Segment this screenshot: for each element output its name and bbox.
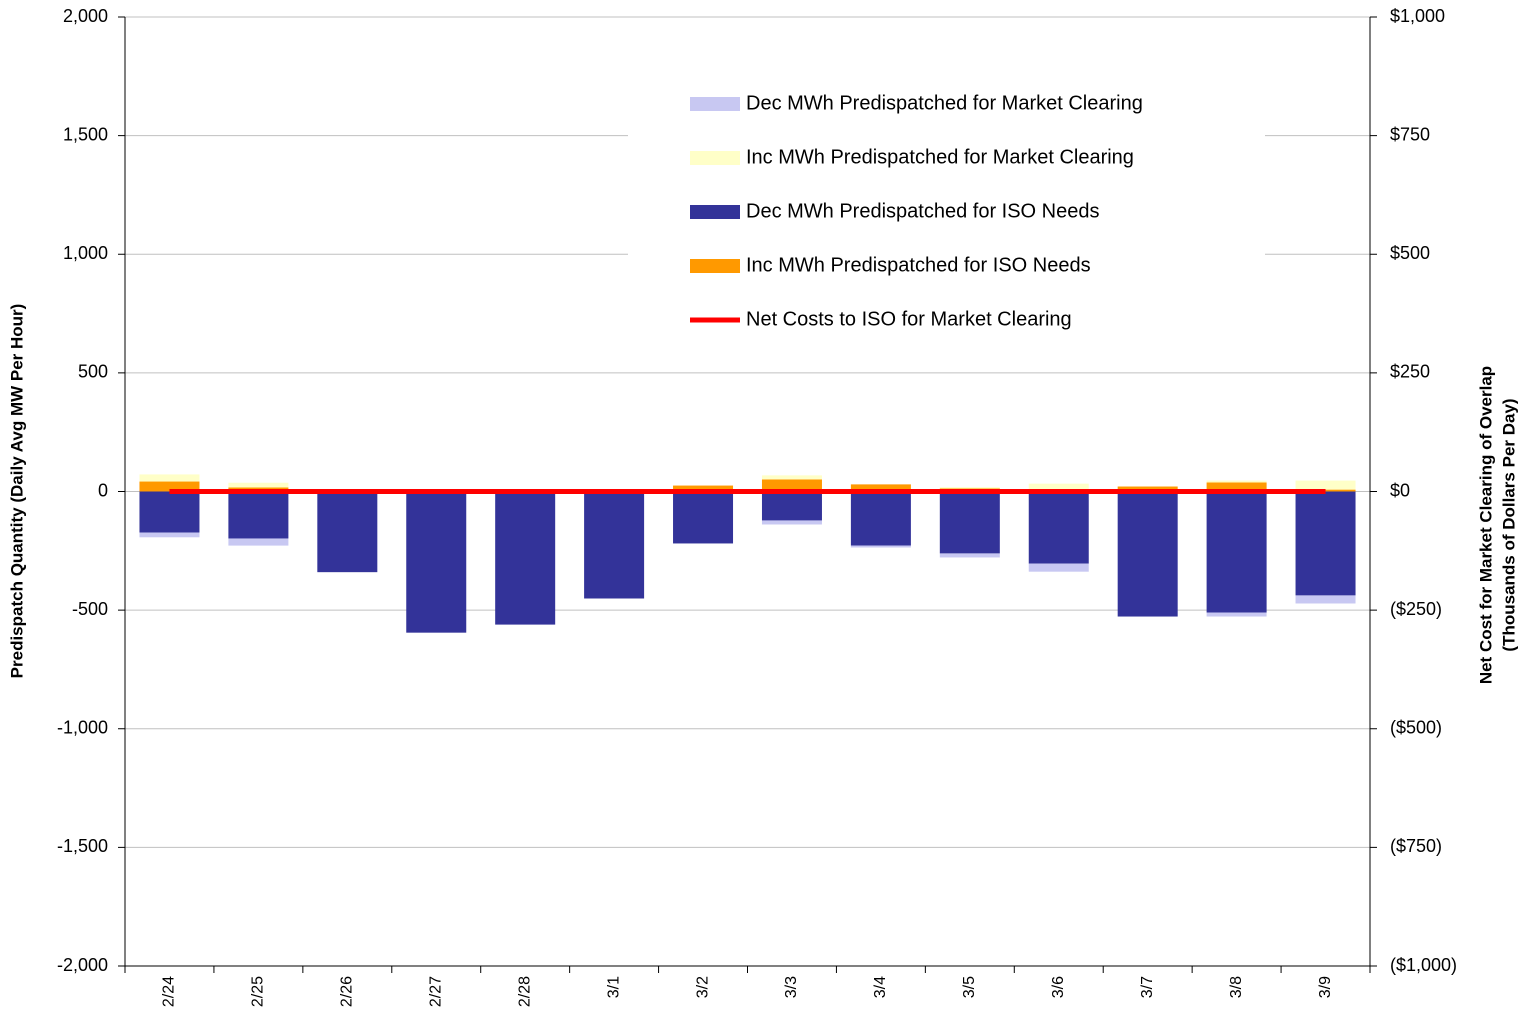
y2-tick-label: $500 xyxy=(1390,243,1430,263)
y2-tick-label: $1,000 xyxy=(1390,6,1445,26)
x-tick-label: 3/3 xyxy=(783,976,800,998)
bar xyxy=(1295,595,1356,604)
x-tick-label: 2/25 xyxy=(250,976,267,1007)
y2-tick-label: ($1,000) xyxy=(1390,955,1457,975)
bar xyxy=(673,491,734,544)
bar xyxy=(1206,480,1267,483)
y-axis-label: Predispatch Quantity (Daily Avg MW Per H… xyxy=(7,304,26,679)
y-tick-label: -2,000 xyxy=(57,955,108,975)
x-tick-label: 3/8 xyxy=(1228,976,1245,998)
bar xyxy=(673,485,734,492)
bar xyxy=(850,484,911,492)
x-tick-label: 2/24 xyxy=(161,976,178,1007)
legend-swatch xyxy=(690,97,740,111)
x-tick-label: 3/1 xyxy=(605,976,622,998)
bar xyxy=(1206,491,1267,613)
y-tick-label: -500 xyxy=(72,599,108,619)
legend-swatch xyxy=(690,151,740,165)
bar xyxy=(139,481,200,492)
x-tick-label: 3/7 xyxy=(1139,976,1156,998)
bar xyxy=(761,479,822,492)
y-tick-label: 1,000 xyxy=(63,243,108,263)
y2-axis-label: (Thousands of Dollars Per Day) xyxy=(1499,398,1518,651)
bar xyxy=(139,491,200,533)
x-tick-label: 2/27 xyxy=(427,976,444,1007)
y2-tick-label: ($750) xyxy=(1390,836,1442,856)
bar xyxy=(761,491,822,521)
bar xyxy=(1295,491,1356,596)
x-tick-label: 3/9 xyxy=(1317,976,1334,998)
y2-tick-label: $0 xyxy=(1390,480,1410,500)
bar xyxy=(850,545,911,548)
legend-label: Inc MWh Predispatched for ISO Needs xyxy=(746,254,1091,276)
x-tick-label: 2/28 xyxy=(516,976,533,1007)
y-tick-label: 0 xyxy=(98,480,108,500)
y2-tick-label: $750 xyxy=(1390,124,1430,144)
x-tick-label: 3/6 xyxy=(1050,976,1067,998)
bar xyxy=(1028,491,1089,564)
y-tick-label: -1,500 xyxy=(57,836,108,856)
bar xyxy=(1206,612,1267,617)
bar xyxy=(1117,491,1178,617)
legend-label: Dec MWh Predispatched for Market Clearin… xyxy=(746,92,1143,114)
bar xyxy=(228,482,289,488)
y2-axis-label: Net Cost for Market Clearing of Overlap xyxy=(1476,366,1495,684)
x-tick-label: 3/5 xyxy=(961,976,978,998)
bar xyxy=(939,491,1000,554)
bar xyxy=(317,491,378,573)
y-tick-label: 500 xyxy=(78,362,108,382)
x-tick-label: 2/26 xyxy=(339,976,356,1007)
legend-label: Inc MWh Predispatched for Market Clearin… xyxy=(746,146,1134,168)
legend-swatch xyxy=(690,205,740,219)
bar xyxy=(761,520,822,525)
bar xyxy=(761,475,822,480)
bar xyxy=(939,553,1000,558)
bar xyxy=(584,491,645,599)
bar xyxy=(1206,482,1267,492)
y2-tick-label: ($500) xyxy=(1390,718,1442,738)
y2-tick-label: $250 xyxy=(1390,362,1430,382)
bar xyxy=(939,487,1000,489)
bar xyxy=(228,491,289,539)
y-tick-label: 1,500 xyxy=(63,124,108,144)
bar xyxy=(139,532,200,538)
y-tick-label: -1,000 xyxy=(57,718,108,738)
x-tick-label: 3/4 xyxy=(872,976,889,998)
legend-label: Net Costs to ISO for Market Clearing xyxy=(746,308,1072,330)
bar xyxy=(228,538,289,546)
bar xyxy=(495,491,556,625)
bar xyxy=(1028,563,1089,572)
bar xyxy=(406,491,467,633)
y-tick-label: 2,000 xyxy=(63,6,108,26)
bar xyxy=(1028,483,1089,490)
y2-tick-label: ($250) xyxy=(1390,599,1442,619)
x-tick-label: 3/2 xyxy=(694,976,711,998)
legend-swatch xyxy=(690,259,740,273)
bar xyxy=(850,491,911,546)
legend-label: Dec MWh Predispatched for ISO Needs xyxy=(746,200,1099,222)
bar xyxy=(139,474,200,482)
bar xyxy=(1295,480,1356,490)
